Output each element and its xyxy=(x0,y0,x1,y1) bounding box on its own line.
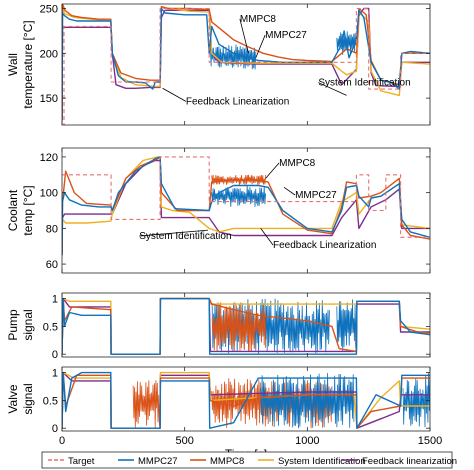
annotation-arrow xyxy=(265,162,280,179)
y-tick-label: 200 xyxy=(40,48,58,60)
y-tick-label: 1 xyxy=(52,294,58,306)
annotation-arrow xyxy=(239,18,249,54)
series-mmpc27-line xyxy=(62,297,430,355)
y-tick-label: 0 xyxy=(52,423,58,435)
noise-band-mmpc27 xyxy=(260,373,355,429)
legend-box xyxy=(41,451,453,469)
series-mmpc27-line xyxy=(62,371,430,429)
legend-label-feedback: Feedback linearization xyxy=(362,456,457,467)
y-axis-label: Walltemperature [°C] xyxy=(6,20,35,108)
annotation-label: Feedback Linearization xyxy=(186,96,289,107)
y-tick-label: 1 xyxy=(52,368,58,380)
y-axis-label-line: Wall xyxy=(6,53,20,76)
x-tick-label: 500 xyxy=(175,435,193,447)
axes-box xyxy=(61,3,431,126)
noise-band-mmpc27 xyxy=(402,372,430,428)
annotation-label: MMPC8 xyxy=(240,14,277,25)
panel-wall: 150 200 250 Walltemperature [°C] MMPC8 MMPC27… xyxy=(6,3,431,126)
noise-band-mmpc8 xyxy=(211,378,333,429)
plot-content xyxy=(62,4,430,125)
y-axis-label: Valvesignal xyxy=(6,383,35,414)
annotation-label: System Identification xyxy=(139,231,231,242)
y-tick-label: 80 xyxy=(46,223,58,235)
series-target-line xyxy=(62,156,430,238)
y-tick-label: 60 xyxy=(46,259,58,271)
annotation-label: System Identification xyxy=(318,78,410,89)
plot-content xyxy=(62,297,430,355)
axes-box xyxy=(61,366,431,432)
y-axis-label-line: temp [°C] xyxy=(21,185,35,235)
annotation-label: MMPC8 xyxy=(279,158,316,169)
y-axis-label-line: Valve xyxy=(6,384,20,413)
legend-label-target: Target xyxy=(68,456,95,467)
y-tick-label: 0.5 xyxy=(43,395,58,407)
y-tick-label: 150 xyxy=(40,93,58,105)
annotation-arrow xyxy=(318,82,347,96)
x-tick-label: 1000 xyxy=(295,435,319,447)
annotation-arrow xyxy=(260,228,274,246)
noise-band-mmpc8 xyxy=(132,380,161,428)
annotation-arrow xyxy=(255,34,266,58)
axes-box xyxy=(61,147,431,274)
y-axis-label-line: signal xyxy=(21,383,35,414)
y-axis-label-line: signal xyxy=(21,309,35,340)
y-tick-label: 250 xyxy=(40,3,58,15)
noise-band-mmpc8 xyxy=(211,302,266,352)
plot-content xyxy=(62,371,430,429)
y-tick-label: 0.5 xyxy=(43,321,58,333)
panel-coolant: 60 80 100 120 Coolanttemp [°C] MMPC8 MMPC27 Sys… xyxy=(6,147,431,274)
annotation-label: Feedback Linearization xyxy=(273,240,376,251)
y-tick-label: 120 xyxy=(40,152,58,164)
series-target-line xyxy=(62,7,430,125)
x-tick-label: 1500 xyxy=(418,435,442,447)
annotation-arrow xyxy=(283,186,296,196)
annotation-label: MMPC27 xyxy=(265,30,307,41)
y-axis-label: Pumpsignal xyxy=(6,309,35,341)
y-tick-label: 100 xyxy=(40,188,58,200)
y-axis-label-line: Pump xyxy=(6,309,20,341)
panel-pump: 0 0.5 1 Pumpsignal xyxy=(6,292,431,361)
y-axis-label: Coolanttemp [°C] xyxy=(6,185,35,235)
legend: Target MMPC27 MMPC8 System IdentificationFe… xyxy=(41,451,457,469)
y-tick-label: 0 xyxy=(52,349,58,361)
annotation-arrow xyxy=(162,87,187,102)
noise-band-mmpc27 xyxy=(336,299,357,352)
axes-box xyxy=(61,292,431,358)
noise-band-mmpc27 xyxy=(211,185,266,207)
legend-label-sysid: System Identification xyxy=(278,456,366,467)
y-axis-label-line: Coolant xyxy=(6,189,20,231)
legend-label-mmpc8: MMPC8 xyxy=(210,456,244,467)
y-axis-label-line: temperature [°C] xyxy=(21,20,35,108)
series-mmpc27-line xyxy=(62,7,430,121)
x-tick-label: 0 xyxy=(59,435,65,447)
annotation-label: MMPC27 xyxy=(295,190,337,201)
series-mmpc8-line xyxy=(62,4,430,121)
panel-valve: 00.51050010001500ValvesignalTime [s] xyxy=(6,366,442,461)
plot-content xyxy=(62,156,430,256)
annotation-arrow xyxy=(139,229,209,237)
series-mmpc27-line xyxy=(62,156,430,256)
legend-label-mmpc27: MMPC27 xyxy=(138,456,178,467)
